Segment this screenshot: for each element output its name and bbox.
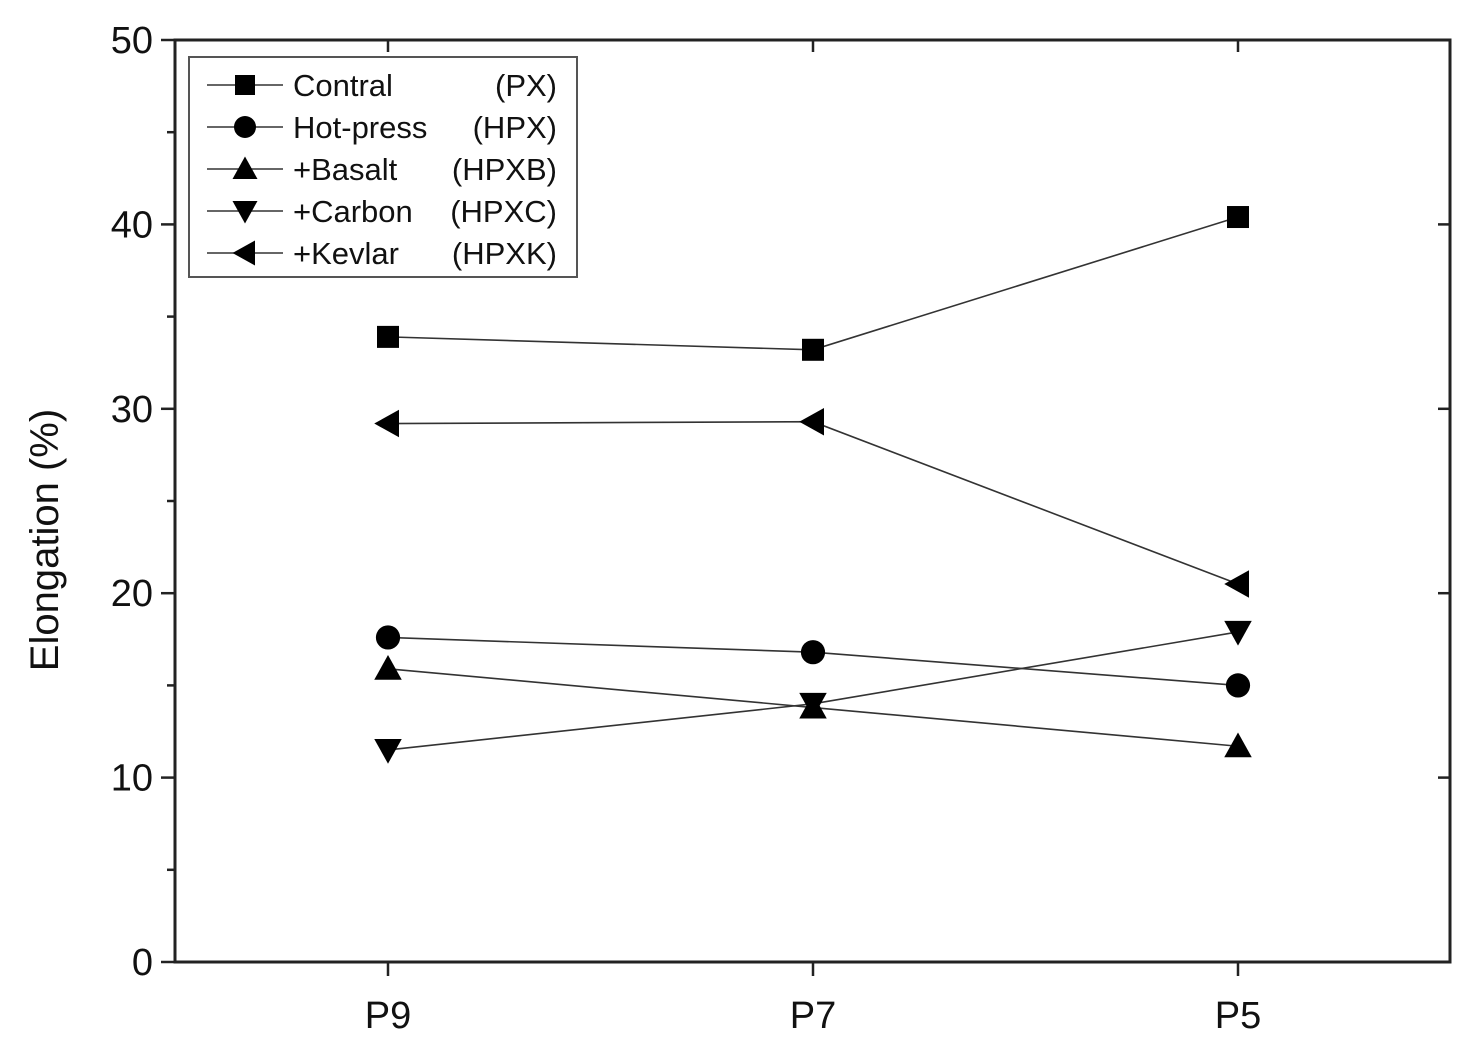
series-1 xyxy=(377,206,1249,361)
legend-item: +Carbon (HPXC) xyxy=(207,194,557,229)
legend-item: Hot-press (HPX) xyxy=(207,110,557,145)
legend-marker xyxy=(232,156,258,179)
x-tick-label: P7 xyxy=(790,995,836,1037)
series-layer xyxy=(374,206,1252,764)
data-point xyxy=(374,409,399,438)
data-point xyxy=(374,655,402,680)
series-4 xyxy=(374,620,1252,764)
x-tick-label: P9 xyxy=(365,995,411,1037)
data-point xyxy=(799,692,827,718)
data-point xyxy=(374,738,402,764)
legend-label: Contral xyxy=(293,68,393,103)
legend-item: +Kevlar (HPXK) xyxy=(207,236,557,271)
legend-code: (HPXC) xyxy=(450,194,557,229)
legend-marker xyxy=(232,240,255,266)
legend-code: (HPXB) xyxy=(452,152,557,187)
data-point xyxy=(1224,732,1252,758)
legend-marker xyxy=(234,116,256,138)
data-point xyxy=(375,625,401,650)
y-tick-label: 40 xyxy=(111,204,153,246)
y-tick-label: 30 xyxy=(111,389,153,431)
data-point xyxy=(1227,206,1249,229)
data-point xyxy=(1225,673,1251,698)
data-point xyxy=(802,338,824,361)
legend-item: Contral (PX) xyxy=(207,68,557,103)
x-tick-label: P5 xyxy=(1215,995,1261,1037)
legend-label: Hot-press xyxy=(293,110,427,145)
legend-label: +Kevlar xyxy=(293,236,399,271)
y-tick-label: 50 xyxy=(111,20,153,62)
x-axis: P9 P7 P5 xyxy=(365,40,1261,1037)
legend-code: (HPX) xyxy=(473,110,557,145)
data-point xyxy=(799,407,824,436)
y-tick-label: 10 xyxy=(111,758,153,800)
legend-code: (PX) xyxy=(495,68,557,103)
y-axis: 0 10 20 30 40 50 xyxy=(111,20,1450,984)
legend-label: +Carbon xyxy=(293,194,413,229)
legend-item: +Basalt (HPXB) xyxy=(207,152,557,187)
data-point xyxy=(800,640,826,665)
legend: Contral (PX) Hot-press (HPX) +Basalt (HPXB) +C… xyxy=(188,56,578,278)
data-point xyxy=(377,325,399,348)
legend-marker xyxy=(235,75,255,95)
legend-code: (HPXK) xyxy=(452,236,557,271)
data-point xyxy=(1224,620,1252,646)
legend-label: +Basalt xyxy=(293,152,398,187)
data-point xyxy=(1224,570,1249,598)
y-axis-label: Elongation (%) xyxy=(23,409,67,671)
y-tick-label: 20 xyxy=(111,573,153,615)
legend-marker xyxy=(232,201,258,224)
series-2 xyxy=(375,625,1251,698)
series-line xyxy=(387,420,1239,585)
series-5 xyxy=(374,407,1249,598)
y-tick-label: 0 xyxy=(132,942,153,984)
